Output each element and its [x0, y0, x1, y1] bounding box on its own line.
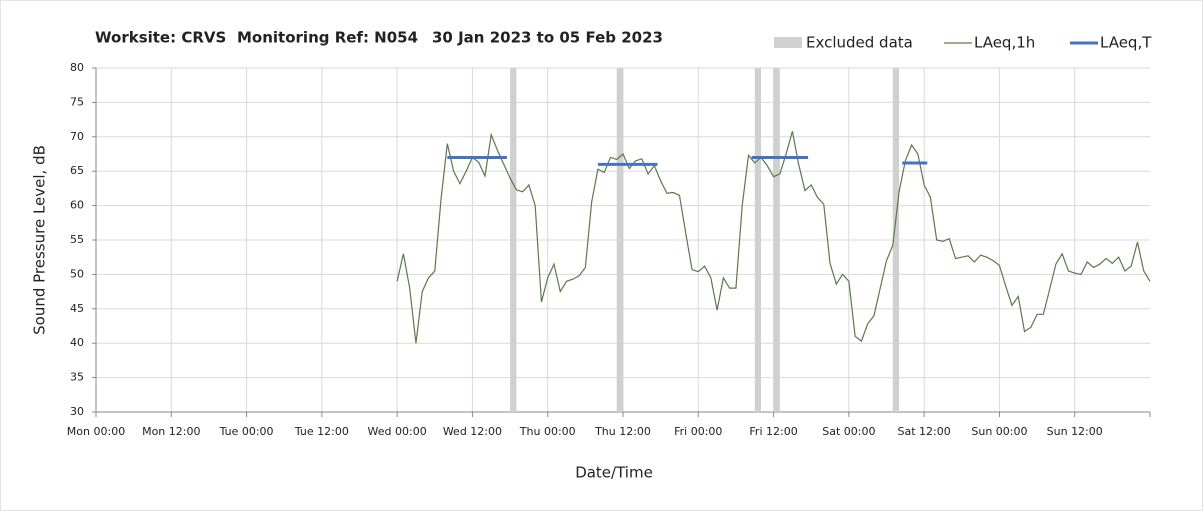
y-tick-label: 30 [70, 405, 84, 418]
excluded-band [892, 68, 900, 412]
y-tick-label: 70 [70, 130, 84, 143]
x-axis-label: Date/Time [575, 464, 653, 482]
x-tick-label: Tue 12:00 [294, 425, 349, 438]
excluded-band [754, 68, 762, 412]
y-tick-label: 40 [70, 336, 84, 349]
x-tick-label: Mon 00:00 [67, 425, 125, 438]
y-tick-label: 55 [70, 233, 84, 246]
x-tick-label: Sun 00:00 [971, 425, 1027, 438]
legend-label: Excluded data [806, 34, 913, 52]
legend-label: LAeq,T [1100, 34, 1152, 52]
y-tick-label: 65 [70, 164, 84, 177]
x-tick-label: Sun 12:00 [1047, 425, 1103, 438]
y-tick-label: 45 [70, 302, 84, 315]
excluded-band [616, 68, 623, 412]
x-tick-label: Wed 12:00 [443, 425, 502, 438]
legend-label: LAeq,1h [974, 34, 1035, 52]
title-worksite: Worksite: CRVS [95, 29, 226, 47]
x-tick-label: Tue 00:00 [219, 425, 274, 438]
x-tick-label: Wed 00:00 [368, 425, 427, 438]
x-tick-label: Mon 12:00 [142, 425, 200, 438]
y-tick-label: 35 [70, 371, 84, 384]
y-tick-label: 50 [70, 267, 84, 280]
x-tick-label: Fri 00:00 [674, 425, 722, 438]
y-tick-label: 75 [70, 95, 84, 108]
x-tick-label: Sat 00:00 [822, 425, 875, 438]
x-tick-label: Thu 12:00 [594, 425, 651, 438]
x-tick-label: Thu 00:00 [519, 425, 576, 438]
legend-swatch [774, 37, 802, 48]
excluded-band [510, 68, 517, 412]
y-axis-label: Sound Pressure Level, dB [31, 145, 49, 335]
title-ref: Monitoring Ref: N054 [237, 29, 418, 47]
y-tick-label: 60 [70, 199, 84, 212]
y-tick-label: 80 [70, 61, 84, 74]
x-tick-label: Fri 12:00 [749, 425, 797, 438]
excluded-band [773, 68, 780, 412]
series-line [396, 131, 1151, 344]
title-dates: 30 Jan 2023 to 05 Feb 2023 [432, 29, 663, 47]
x-tick-label: Sat 12:00 [898, 425, 951, 438]
